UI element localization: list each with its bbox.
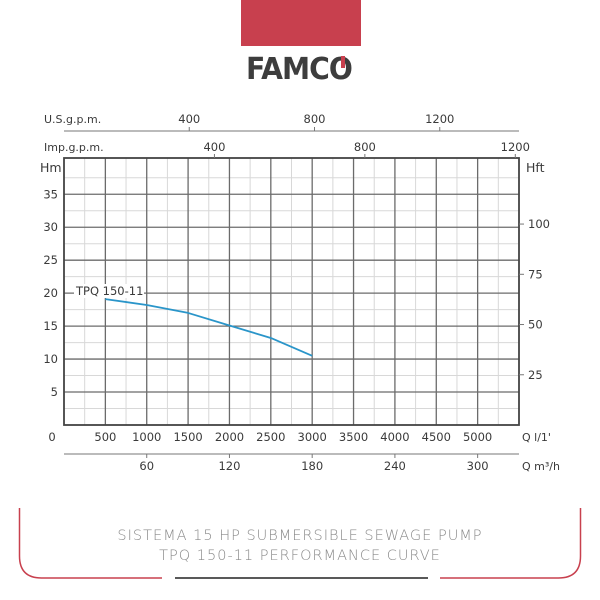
m3h-tick-label: 60 xyxy=(139,459,154,473)
y-tick-label: 30 xyxy=(43,220,58,234)
x-tick-label: 4000 xyxy=(380,430,409,444)
x-tick-label: 1500 xyxy=(173,430,202,444)
usgpm-tick-label: 800 xyxy=(304,112,326,126)
usgpm-tick-label: 1200 xyxy=(425,112,454,126)
brand-color-bar xyxy=(241,0,361,46)
y-tick-label: 15 xyxy=(43,319,58,333)
m3h-tick-label: 180 xyxy=(301,459,323,473)
y-tick-label: 35 xyxy=(43,187,58,201)
hft-axis-label: Hft xyxy=(526,160,545,175)
x-tick-label: 5000 xyxy=(463,430,492,444)
svg-text:FAMCO: FAMCO xyxy=(246,52,352,84)
m3h-tick-label: 120 xyxy=(218,459,240,473)
y-tick-label: 25 xyxy=(43,253,58,267)
x-tick-label: 0 xyxy=(48,430,55,444)
x-tick-label: 3000 xyxy=(298,430,327,444)
hft-tick-label: 25 xyxy=(528,368,543,382)
caption-line-2: TPQ 150-11 PERFORMANCE CURVE xyxy=(159,548,441,564)
usgpm-axis-label: U.S.g.p.m. xyxy=(44,113,101,126)
curve-label: TPQ 150-11 xyxy=(75,284,143,298)
hft-tick-label: 75 xyxy=(528,267,543,281)
x-axis-label: Q l/1' xyxy=(522,431,551,444)
m3h-tick-label: 240 xyxy=(384,459,406,473)
x-tick-label: 2500 xyxy=(256,430,285,444)
y-tick-label: 5 xyxy=(51,385,58,399)
caption-line-1: SISTEMA 15 HP SUBMERSIBLE SEWAGE PUMP xyxy=(117,528,483,544)
performance-chart: 0 500 1000 1500 2000 2500 3000 3500 4000 4500 5000… xyxy=(0,95,600,495)
x-tick-label: 3500 xyxy=(339,430,368,444)
x-tick-label: 1000 xyxy=(132,430,161,444)
x-tick-label: 500 xyxy=(94,430,116,444)
impgpm-tick-label: 400 xyxy=(203,140,225,154)
curve-label-bg xyxy=(74,284,144,298)
x-tick-label: 4500 xyxy=(422,430,451,444)
hft-tick-label: 50 xyxy=(528,318,543,332)
x-tick-label: 2000 xyxy=(215,430,244,444)
m3h-tick-label: 300 xyxy=(467,459,489,473)
impgpm-tick-label: 1200 xyxy=(501,140,530,154)
y-tick-label: 20 xyxy=(43,286,58,300)
hft-tick-label: 100 xyxy=(528,217,550,231)
usgpm-tick-label: 400 xyxy=(178,112,200,126)
famco-logo: FAMCO xyxy=(246,52,356,84)
plot-border xyxy=(63,157,520,426)
y-axis-label: Hm xyxy=(40,160,62,175)
impgpm-axis-label: Imp.g.p.m. xyxy=(44,141,104,154)
y-tick-label: 10 xyxy=(43,352,58,366)
impgpm-tick-label: 800 xyxy=(354,140,376,154)
m3h-axis-label: Q m³/h xyxy=(522,460,560,473)
pump-curve xyxy=(105,298,313,357)
